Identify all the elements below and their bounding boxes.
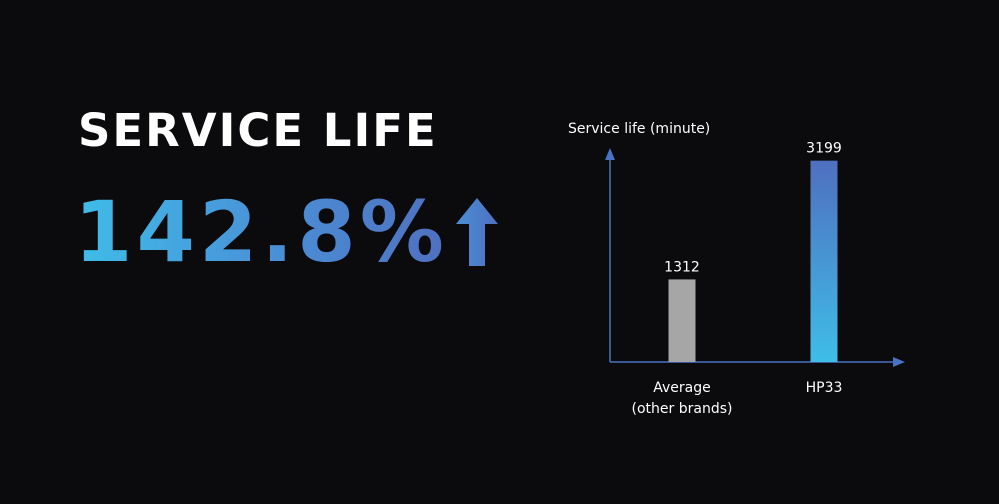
y-axis-label: Service life (minute): [568, 121, 710, 137]
y-axis-arrow-icon: [605, 148, 615, 160]
big-stat: 142.8%: [74, 190, 500, 274]
category-label-1: HP33: [806, 380, 843, 396]
data-label-0: 1312: [664, 259, 700, 275]
headline: SERVICE LIFE: [78, 104, 438, 157]
x-axis-arrow-icon: [893, 357, 905, 367]
category-label-0: Average (other brands): [632, 380, 733, 417]
big-stat-value: 142.8%: [74, 183, 448, 281]
data-label-1: 3199: [806, 141, 842, 157]
bars: 1312 Average (other brands) 3199 HP33: [632, 141, 843, 417]
bar-1: [810, 160, 838, 362]
arrow-up-icon: [455, 198, 498, 266]
bar-0: [668, 279, 696, 362]
